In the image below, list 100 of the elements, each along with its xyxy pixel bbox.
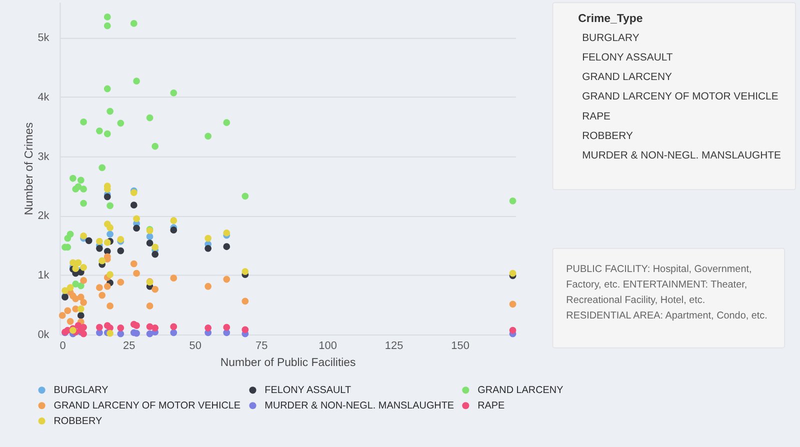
point xyxy=(96,127,103,134)
point xyxy=(74,259,82,266)
point xyxy=(223,324,230,331)
point xyxy=(152,244,159,251)
point xyxy=(133,270,140,277)
point xyxy=(204,324,212,332)
point xyxy=(223,119,230,126)
point xyxy=(152,142,159,150)
point xyxy=(509,326,516,334)
point xyxy=(509,300,516,308)
point xyxy=(62,287,68,294)
y-tick-label: 1k xyxy=(38,270,50,282)
point xyxy=(223,230,230,236)
point xyxy=(133,322,140,329)
point xyxy=(130,20,138,27)
point xyxy=(96,244,103,252)
point xyxy=(96,284,103,292)
point xyxy=(146,240,154,246)
point xyxy=(80,200,87,207)
x-tick-label: 125 xyxy=(384,340,404,352)
point xyxy=(170,89,178,96)
point xyxy=(242,326,249,334)
point xyxy=(104,282,111,290)
point xyxy=(146,233,154,240)
point xyxy=(204,132,212,140)
y-tick-label: 4k xyxy=(38,92,50,104)
point xyxy=(72,265,80,272)
point xyxy=(146,114,154,122)
point xyxy=(80,186,87,192)
point xyxy=(66,318,74,325)
point xyxy=(509,270,516,277)
x-tick-label: 100 xyxy=(318,340,337,352)
point xyxy=(77,305,84,312)
y-tick-label: 3k xyxy=(38,150,50,163)
point xyxy=(104,239,111,246)
x-tick-label: 75 xyxy=(255,340,268,352)
point xyxy=(170,329,178,336)
point xyxy=(58,312,66,319)
point xyxy=(117,120,124,127)
point xyxy=(242,192,249,200)
point xyxy=(80,232,87,240)
y-tick-label: 2k xyxy=(38,210,50,222)
point xyxy=(72,186,80,192)
point xyxy=(98,164,106,172)
point xyxy=(146,302,154,310)
point xyxy=(80,330,87,338)
point xyxy=(133,224,140,232)
x-tick-label: 50 xyxy=(189,340,202,352)
legend-label: GRAND LARCENY xyxy=(478,385,564,396)
point xyxy=(133,215,140,222)
point xyxy=(104,193,111,200)
point xyxy=(106,330,114,337)
point xyxy=(130,260,138,268)
point xyxy=(117,324,124,332)
point xyxy=(77,176,84,184)
point xyxy=(104,22,111,30)
legend-label: ROBBERY xyxy=(54,416,103,428)
point xyxy=(80,324,87,331)
legend-label: MURDER & NON-NEGL. MANSLAUGHTE xyxy=(264,400,454,412)
y-tick-label: 5k xyxy=(38,32,50,44)
point xyxy=(106,302,114,310)
text: Crime_Type xyxy=(578,13,643,26)
category-label: GRAND LARCENY xyxy=(582,72,672,84)
x-tick-label: 0 xyxy=(60,340,66,352)
point xyxy=(242,268,249,275)
point xyxy=(223,243,230,250)
point xyxy=(509,197,516,204)
point xyxy=(106,108,114,115)
point xyxy=(77,282,84,290)
point xyxy=(77,312,84,319)
point xyxy=(104,14,111,20)
point xyxy=(242,298,249,305)
point xyxy=(106,202,114,210)
point xyxy=(98,292,106,299)
point xyxy=(223,276,230,283)
point xyxy=(152,286,159,293)
x-axis-title: Number of Public Facilities xyxy=(220,356,356,369)
point xyxy=(204,282,212,290)
point xyxy=(106,271,114,278)
category-label: BURGLARY xyxy=(582,32,640,44)
category-label: FELONY ASSAULT xyxy=(582,52,674,64)
x-tick-label: 25 xyxy=(123,340,136,352)
x-tick-label: 150 xyxy=(451,340,470,352)
point xyxy=(133,78,140,84)
point xyxy=(170,323,178,330)
legend-label: GRAND LARCENY OF MOTOR VEHICLE xyxy=(54,400,241,412)
point xyxy=(104,85,111,92)
point xyxy=(117,278,124,286)
point xyxy=(130,202,138,209)
category-label: MURDER & NON-NEGL. MANSLAUGHTE xyxy=(582,150,782,162)
category-label: GRAND LARCENY OF MOTOR VEHICLE xyxy=(582,92,778,103)
point xyxy=(152,250,159,258)
point xyxy=(77,294,84,301)
point xyxy=(152,324,159,332)
category-label: ROBBERY xyxy=(582,130,633,142)
legend-label: RAPE xyxy=(478,400,506,412)
point xyxy=(80,264,87,271)
point xyxy=(170,217,178,224)
point xyxy=(80,277,87,284)
point xyxy=(85,237,92,244)
